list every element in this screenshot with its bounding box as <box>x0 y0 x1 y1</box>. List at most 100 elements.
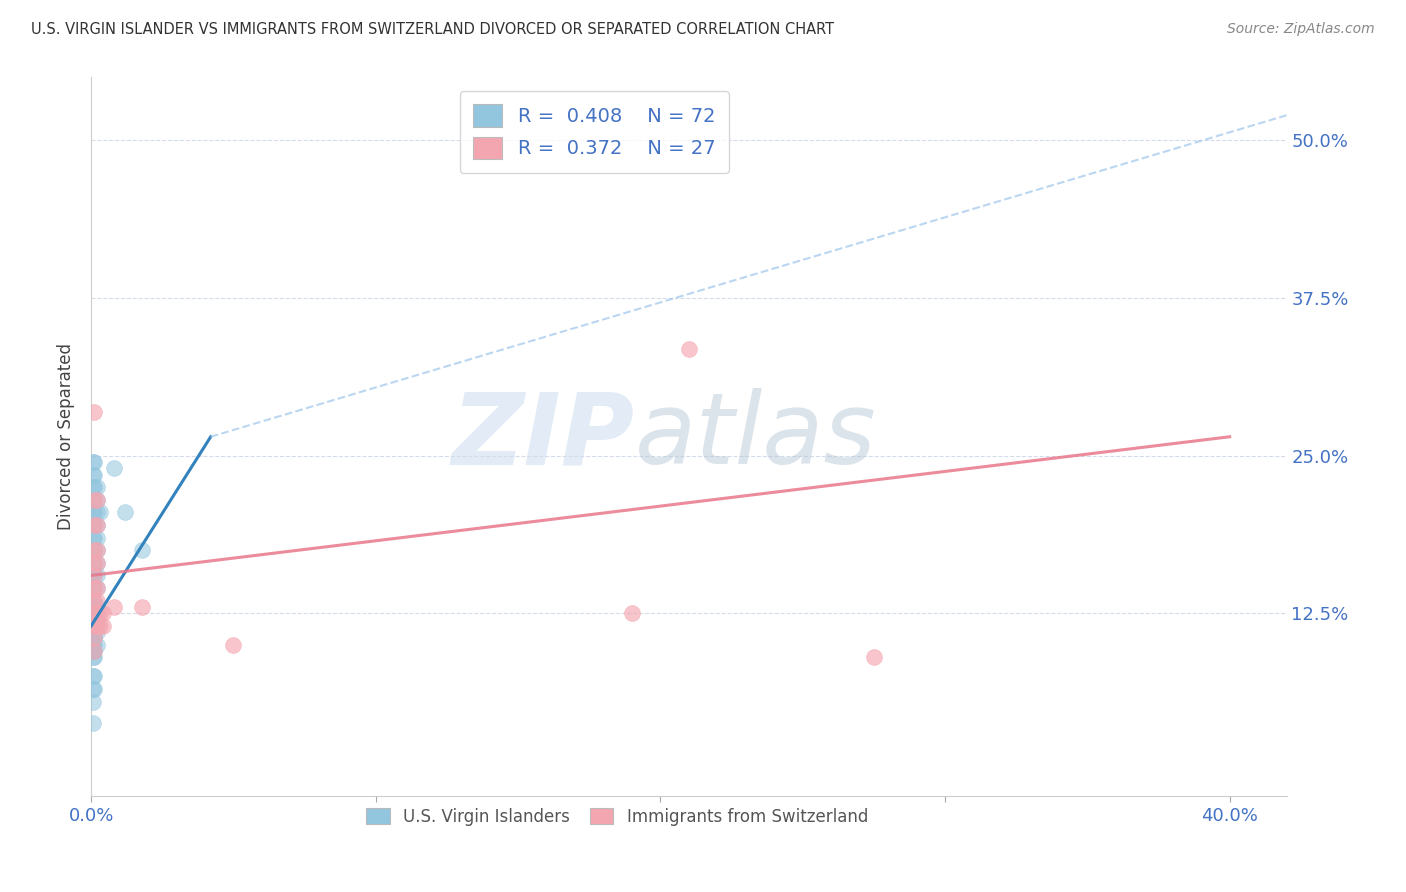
Point <box>83 607 105 621</box>
Point <box>131 543 153 558</box>
Point <box>86 599 108 614</box>
Legend: U.S. Virgin Islanders, Immigrants from Switzerland: U.S. Virgin Islanders, Immigrants from S… <box>359 800 876 835</box>
Point <box>83 581 105 595</box>
Point <box>83 492 105 507</box>
Point <box>89 619 111 633</box>
Point <box>82 619 104 633</box>
Point <box>83 638 105 652</box>
Point <box>83 632 105 646</box>
Text: atlas: atlas <box>636 388 877 485</box>
Point <box>86 607 108 621</box>
Point <box>83 404 105 418</box>
Point <box>89 505 111 519</box>
Point <box>86 492 108 507</box>
Point <box>82 669 104 683</box>
Point <box>82 581 104 595</box>
Point <box>83 593 105 607</box>
Point <box>86 613 108 627</box>
Point <box>83 531 105 545</box>
Point <box>83 607 105 621</box>
Point <box>86 638 108 652</box>
Point <box>83 556 105 570</box>
Point <box>103 461 125 475</box>
Point <box>82 505 104 519</box>
Point <box>82 467 104 482</box>
Point <box>83 505 105 519</box>
Point <box>86 531 108 545</box>
Y-axis label: Divorced or Separated: Divorced or Separated <box>58 343 75 530</box>
Point <box>86 568 108 582</box>
Point <box>83 518 105 533</box>
Point <box>82 543 104 558</box>
Point <box>86 543 108 558</box>
Point <box>86 619 108 633</box>
Point <box>83 593 105 607</box>
Point <box>83 613 105 627</box>
Point <box>86 593 108 607</box>
Point <box>83 625 105 640</box>
Point <box>222 638 245 652</box>
Point <box>83 644 105 658</box>
Point <box>83 467 105 482</box>
Point <box>83 581 105 595</box>
Point <box>82 644 104 658</box>
Text: Source: ZipAtlas.com: Source: ZipAtlas.com <box>1227 22 1375 37</box>
Point <box>83 543 105 558</box>
Point <box>91 619 114 633</box>
Point <box>86 619 108 633</box>
Point <box>82 480 104 494</box>
Point <box>86 480 108 494</box>
Point <box>86 625 108 640</box>
Point <box>620 607 643 621</box>
Point <box>86 607 108 621</box>
Point <box>91 607 114 621</box>
Point <box>82 650 104 665</box>
Point <box>86 505 108 519</box>
Point <box>83 632 105 646</box>
Point <box>86 492 108 507</box>
Point <box>83 619 105 633</box>
Point <box>82 638 104 652</box>
Point <box>678 342 700 356</box>
Point <box>86 543 108 558</box>
Point <box>82 715 104 730</box>
Point <box>82 556 104 570</box>
Text: ZIP: ZIP <box>453 388 636 485</box>
Point <box>83 556 105 570</box>
Point <box>83 492 105 507</box>
Point <box>82 599 104 614</box>
Point <box>83 455 105 469</box>
Point <box>83 644 105 658</box>
Point <box>131 599 153 614</box>
Text: U.S. VIRGIN ISLANDER VS IMMIGRANTS FROM SWITZERLAND DIVORCED OR SEPARATED CORREL: U.S. VIRGIN ISLANDER VS IMMIGRANTS FROM … <box>31 22 834 37</box>
Point <box>82 531 104 545</box>
Point <box>82 492 104 507</box>
Point <box>83 599 105 614</box>
Point <box>83 619 105 633</box>
Point <box>89 607 111 621</box>
Point <box>83 518 105 533</box>
Point <box>103 599 125 614</box>
Point <box>82 518 104 533</box>
Point <box>82 607 104 621</box>
Point <box>82 455 104 469</box>
Point <box>82 625 104 640</box>
Point <box>82 613 104 627</box>
Point <box>82 632 104 646</box>
Point <box>83 681 105 696</box>
Point <box>82 593 104 607</box>
Point <box>83 543 105 558</box>
Point <box>83 669 105 683</box>
Point <box>83 568 105 582</box>
Point <box>86 556 108 570</box>
Point <box>82 681 104 696</box>
Point <box>114 505 136 519</box>
Point <box>83 568 105 582</box>
Point <box>86 581 108 595</box>
Point <box>86 556 108 570</box>
Point <box>86 518 108 533</box>
Point <box>82 694 104 708</box>
Point <box>863 650 886 665</box>
Point <box>86 581 108 595</box>
Point <box>82 568 104 582</box>
